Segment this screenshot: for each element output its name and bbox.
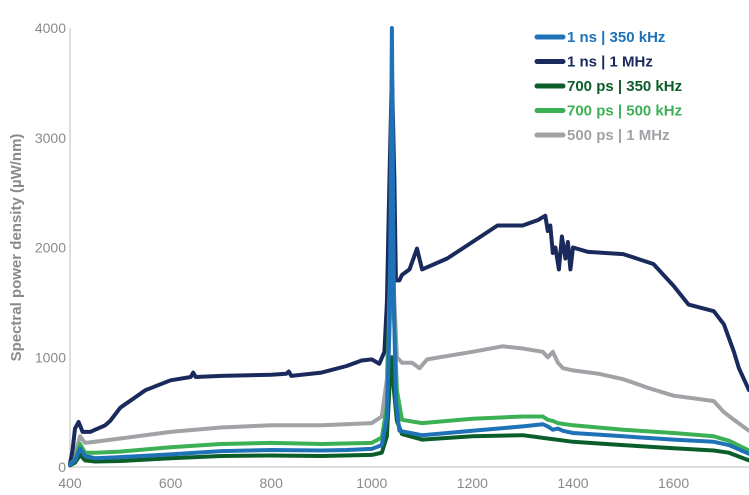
series-line-2 (68, 355, 749, 468)
legend-label: 1 ns | 350 kHz (567, 29, 665, 46)
x-tick-label: 800 (260, 475, 284, 491)
series-line-0 (68, 26, 749, 467)
y-tick-label: 3000 (35, 130, 66, 146)
y-tick-label: 2000 (35, 240, 66, 256)
legend-label: 1 ns | 1 MHz (567, 54, 653, 71)
plot-area (68, 26, 749, 468)
legend-label: 700 ps | 500 kHz (567, 103, 682, 120)
y-axis-label: Spectral power density (µW/nm) (8, 134, 25, 362)
series-line-1 (68, 69, 749, 466)
y-tick-label: 1000 (35, 349, 66, 365)
series-line-4 (68, 212, 749, 466)
x-tick-labels: 400 600 800 1000 1200 1400 1600 (58, 475, 689, 491)
series-line-3 (68, 212, 749, 467)
y-tick-label: 0 (58, 459, 66, 475)
x-tick-label: 1600 (658, 475, 689, 491)
y-tick-labels: 0 1000 2000 3000 4000 (35, 20, 66, 475)
axes (69, 28, 749, 468)
legend: 1 ns | 350 kHz 1 ns | 1 MHz 700 ps | 350 k… (534, 29, 682, 144)
x-tick-label: 400 (58, 475, 82, 491)
x-tick-label: 1400 (557, 475, 588, 491)
y-tick-label: 4000 (35, 20, 66, 36)
x-tick-label: 600 (159, 475, 183, 491)
x-tick-label: 1200 (457, 475, 488, 491)
legend-label: 700 ps | 350 kHz (567, 78, 682, 95)
x-tick-label: 1000 (356, 475, 387, 491)
legend-label: 500 ps | 1 MHz (567, 127, 670, 144)
